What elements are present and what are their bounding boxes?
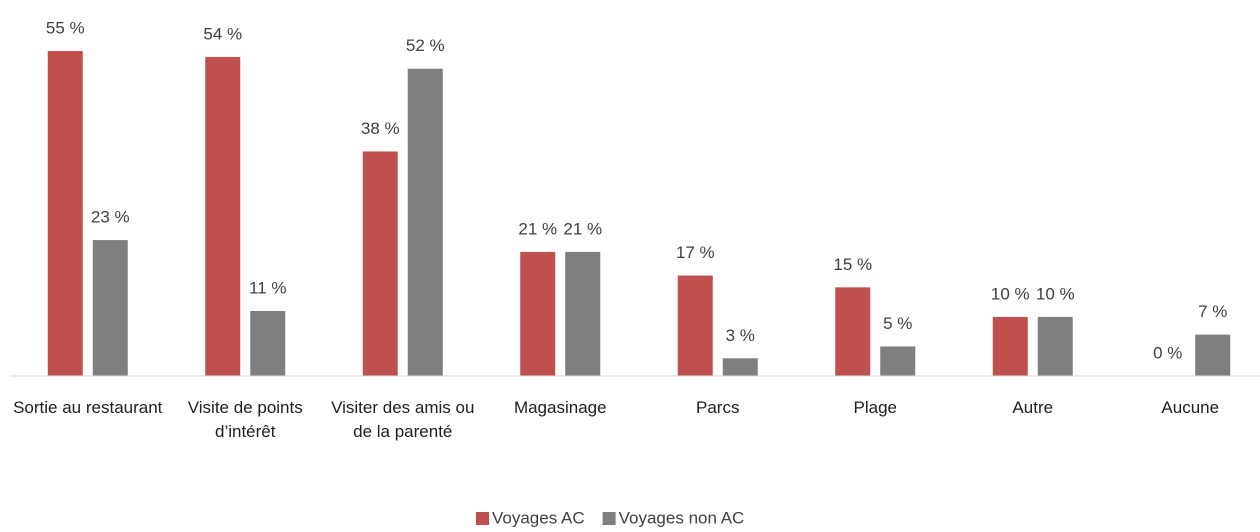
x-tick-label: Visiter des amis ou de la parenté: [331, 398, 475, 441]
data-label: 55 %: [46, 18, 85, 37]
x-tick-label: Parcs: [696, 398, 740, 417]
data-label: 52 %: [406, 36, 445, 55]
bar: [47, 51, 83, 376]
bar: [205, 56, 241, 377]
x-tick-label: Magasinage: [513, 398, 607, 417]
bar: [722, 358, 758, 376]
data-label: 7 %: [1198, 302, 1227, 321]
x-tick-label: Autre: [1012, 398, 1054, 417]
x-tick-label: Sortie au restaurant: [13, 398, 163, 417]
bar: [565, 251, 601, 376]
bar: [92, 240, 128, 376]
bar: [677, 275, 713, 376]
bar: [250, 311, 286, 376]
x-tick-label: Aucune: [1161, 398, 1220, 417]
bar: [407, 68, 443, 377]
bar: [1195, 334, 1231, 376]
legend-label: Voyages AC: [492, 508, 585, 527]
bar: [835, 287, 871, 376]
data-label: 23 %: [91, 208, 130, 227]
data-label: 54 %: [203, 24, 242, 43]
legend-label: Voyages non AC: [619, 508, 745, 527]
bar: [880, 346, 916, 376]
data-label: 5 %: [883, 314, 912, 333]
data-label: 15 %: [833, 255, 872, 274]
bar: [362, 151, 398, 376]
bar: [520, 251, 556, 376]
data-label: 21 %: [518, 219, 557, 238]
x-tick-label: Visite de points d’intérêt: [187, 398, 303, 441]
data-label: 38 %: [361, 119, 400, 138]
data-label: 17 %: [676, 243, 715, 262]
data-label: 11 %: [249, 278, 287, 297]
data-label: 21 %: [563, 219, 602, 238]
legend-swatch: [476, 512, 489, 525]
bar: [1037, 316, 1073, 376]
bar: [992, 316, 1028, 376]
data-label: 3 %: [726, 326, 755, 345]
legend-swatch: [602, 512, 616, 525]
data-label: 10 %: [991, 284, 1030, 303]
data-label: 0 %: [1153, 343, 1182, 362]
data-label: 10 %: [1036, 284, 1075, 303]
x-tick-label: Plage: [853, 398, 897, 417]
